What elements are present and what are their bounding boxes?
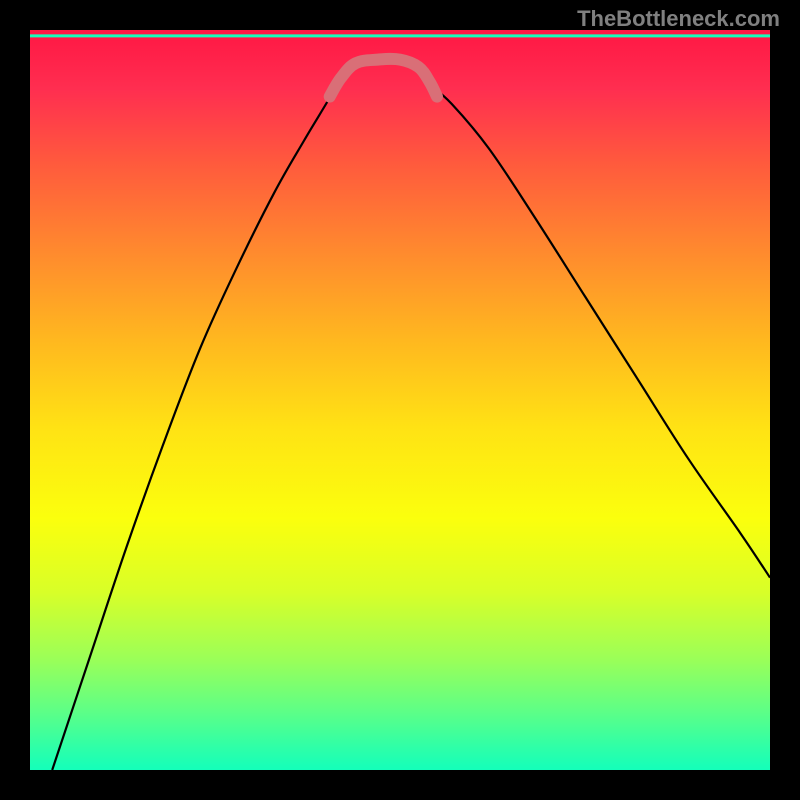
chart-plot-area: [30, 30, 770, 770]
chart-background: [30, 30, 770, 770]
watermark-text: TheBottleneck.com: [577, 6, 780, 32]
chart-svg: [30, 30, 770, 770]
